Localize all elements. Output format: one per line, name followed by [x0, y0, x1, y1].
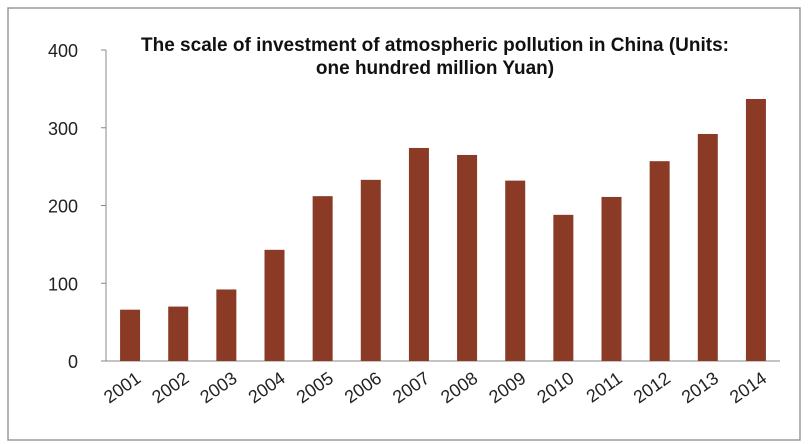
y-tick-label: 300 — [48, 119, 78, 139]
bar — [505, 180, 526, 361]
bar — [168, 306, 189, 361]
bar — [601, 196, 622, 361]
y-tick-label: 100 — [48, 274, 78, 294]
bar — [553, 214, 574, 361]
y-tick-label: 200 — [48, 197, 78, 217]
bar — [312, 196, 333, 361]
bar — [264, 249, 285, 361]
chart-title: The scale of investment of atmospheric p… — [141, 35, 729, 79]
bar — [457, 154, 478, 361]
bar — [216, 289, 237, 361]
bar — [649, 161, 670, 361]
y-tick-label: 0 — [68, 352, 78, 372]
bar — [120, 309, 141, 361]
bar — [360, 179, 381, 361]
bar — [697, 133, 718, 361]
bar — [408, 147, 429, 361]
y-tick-label: 400 — [48, 41, 78, 61]
bar — [745, 98, 766, 362]
